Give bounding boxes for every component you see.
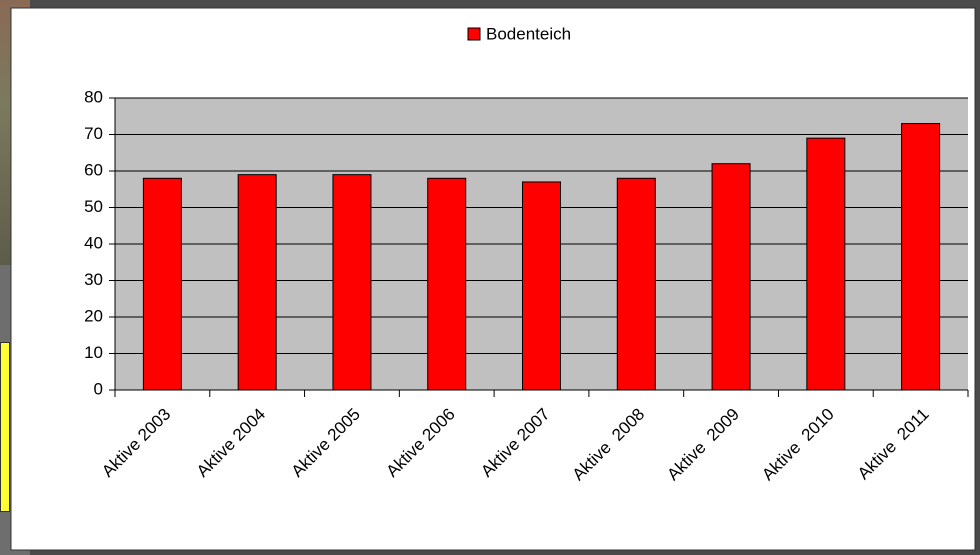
bar xyxy=(427,177,467,391)
y-tick-label: 0 xyxy=(94,379,103,398)
bar xyxy=(142,177,182,391)
y-tick-label: 30 xyxy=(84,270,103,289)
legend-label: Bodenteich xyxy=(486,24,571,43)
bar xyxy=(237,174,277,391)
bar xyxy=(522,181,561,391)
y-tick-label: 40 xyxy=(84,233,103,252)
y-tick-label: 60 xyxy=(84,160,103,179)
legend-swatch xyxy=(467,27,481,41)
y-tick-label: 20 xyxy=(84,306,103,325)
bar xyxy=(806,137,846,391)
bar xyxy=(901,123,941,391)
y-tick-label: 10 xyxy=(84,343,103,362)
y-tick-label: 70 xyxy=(84,124,103,143)
bar xyxy=(711,163,751,391)
bar xyxy=(616,177,656,391)
yellow-box xyxy=(0,342,10,512)
y-tick-label: 50 xyxy=(84,197,103,216)
bar xyxy=(332,174,372,391)
y-tick-label: 80 xyxy=(84,87,103,106)
